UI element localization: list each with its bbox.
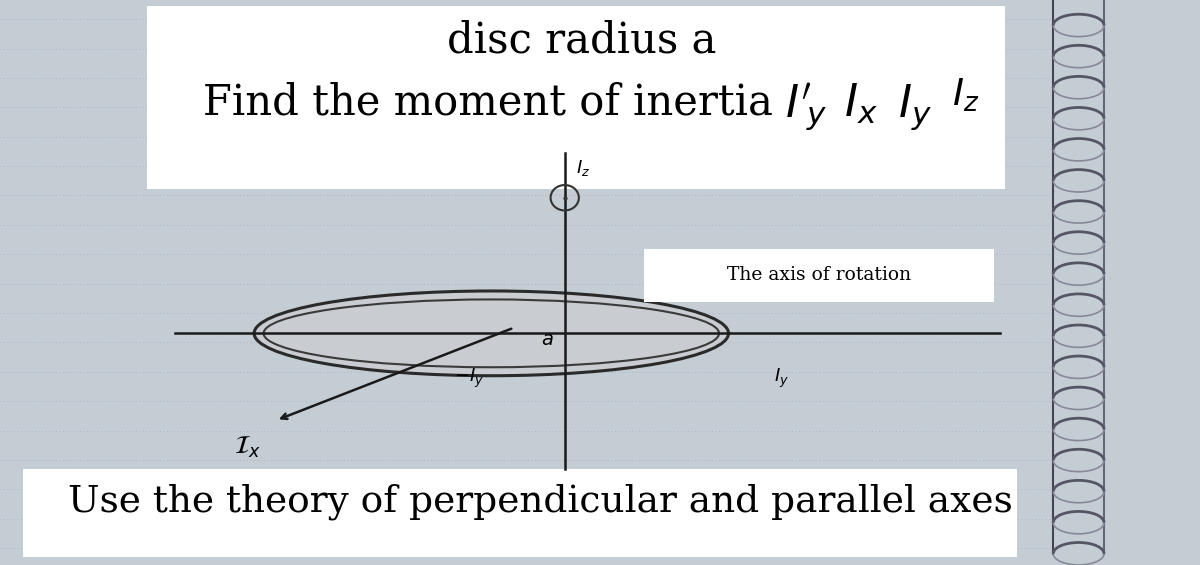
Text: $\mathcal{I}_x$: $\mathcal{I}_x$ <box>234 434 262 460</box>
Text: $\mathit{I}'_{\!y}$: $\mathit{I}'_{\!y}$ <box>785 82 827 133</box>
Text: Use the theory of perpendicular and parallel axes: Use the theory of perpendicular and para… <box>67 483 1013 520</box>
Text: $I_z$: $I_z$ <box>576 158 590 178</box>
Text: The axis of rotation: The axis of rotation <box>727 267 911 284</box>
Ellipse shape <box>254 291 728 376</box>
Text: Find the moment of inertia: Find the moment of inertia <box>203 82 786 124</box>
Text: $a$: $a$ <box>541 331 554 349</box>
Text: $\mathit{I}_z$: $\mathit{I}_z$ <box>952 76 979 114</box>
FancyBboxPatch shape <box>643 249 994 302</box>
Text: disc radius a: disc radius a <box>446 20 716 62</box>
Text: $-I_y$: $-I_y$ <box>454 367 484 390</box>
FancyBboxPatch shape <box>146 6 1006 189</box>
Text: $\mathit{I}_y$: $\mathit{I}_y$ <box>898 82 932 132</box>
FancyBboxPatch shape <box>23 469 1016 557</box>
Text: $I_y$: $I_y$ <box>774 367 788 390</box>
Text: $\mathit{I}_x$: $\mathit{I}_x$ <box>844 82 877 126</box>
